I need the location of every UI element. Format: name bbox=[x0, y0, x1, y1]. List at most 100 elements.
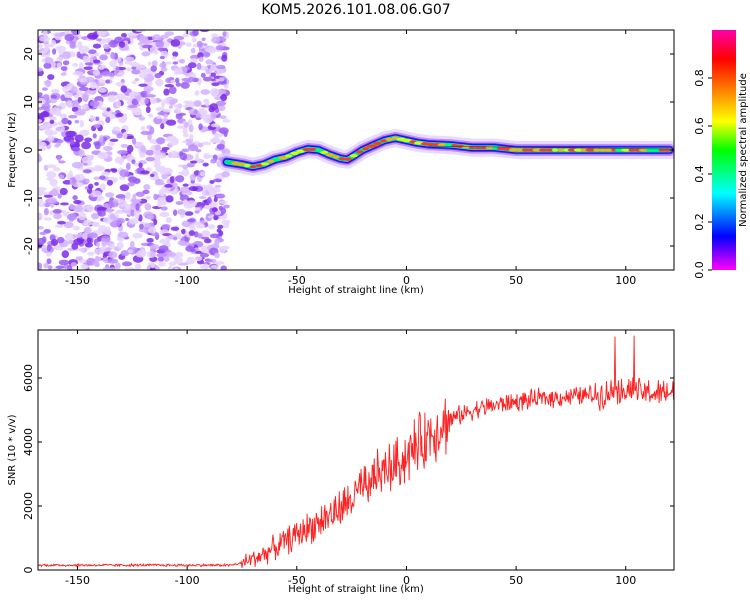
noise-speckle bbox=[61, 250, 70, 259]
noise-speckle bbox=[192, 30, 199, 37]
noise-speckle bbox=[140, 145, 146, 153]
noise-speckle bbox=[71, 161, 83, 169]
noise-speckle bbox=[169, 176, 175, 184]
noise-speckle bbox=[60, 72, 67, 76]
noise-speckle bbox=[80, 264, 89, 270]
noise-speckle bbox=[73, 199, 82, 205]
noise-speckle bbox=[77, 97, 83, 103]
noise-speckle bbox=[55, 265, 65, 270]
noise-speckle bbox=[38, 154, 42, 162]
noise-speckle bbox=[49, 116, 57, 121]
snr-panel: -150 -100 -50 0 50 100 0 2000 4000 6000 Height of… bbox=[7, 329, 675, 595]
noise-speckle bbox=[43, 194, 53, 198]
noise-speckle bbox=[44, 44, 49, 53]
noise-speckle bbox=[201, 188, 206, 197]
noise-speckle bbox=[83, 219, 92, 227]
noise-speckle bbox=[104, 51, 111, 55]
noise-speckle bbox=[216, 143, 225, 150]
noise-speckle bbox=[216, 64, 226, 70]
noise-speckle bbox=[97, 151, 109, 160]
noise-speckle bbox=[38, 189, 44, 197]
noise-speckle bbox=[221, 54, 228, 62]
noise-speckle bbox=[92, 43, 102, 49]
noise-speckle bbox=[142, 189, 150, 194]
noise-speckle bbox=[215, 193, 226, 199]
noise-speckle bbox=[149, 97, 157, 104]
snr-xtick-label: -50 bbox=[288, 574, 306, 587]
noise-speckle bbox=[214, 132, 219, 139]
noise-speckle bbox=[89, 100, 100, 107]
noise-speckle bbox=[63, 221, 74, 229]
noise-speckle bbox=[59, 113, 68, 120]
noise-speckle bbox=[109, 138, 119, 142]
noise-speckle bbox=[144, 97, 149, 105]
noise-speckle bbox=[188, 76, 194, 81]
noise-speckle bbox=[155, 78, 164, 87]
noise-speckle bbox=[131, 80, 137, 85]
ridge-peak bbox=[236, 162, 246, 166]
noise-speckle bbox=[120, 85, 128, 93]
noise-speckle bbox=[176, 125, 187, 129]
noise-speckle bbox=[78, 86, 89, 91]
ridge-peak bbox=[344, 157, 352, 161]
ridge-peak bbox=[538, 148, 548, 152]
noise-speckle bbox=[166, 119, 177, 126]
spectrogram-xlabel: Height of straight line (km) bbox=[288, 285, 424, 296]
noise-speckle bbox=[173, 35, 185, 41]
noise-speckle bbox=[216, 80, 227, 85]
noise-speckle bbox=[135, 192, 145, 197]
noise-speckle bbox=[140, 170, 150, 175]
noise-speckle bbox=[44, 79, 52, 88]
noise-speckle bbox=[99, 134, 104, 143]
noise-speckle bbox=[191, 187, 197, 192]
noise-speckle bbox=[156, 137, 166, 145]
ridge-peak bbox=[603, 148, 614, 152]
snr-frame bbox=[37, 329, 675, 571]
noise-speckle bbox=[147, 226, 157, 234]
noise-speckle bbox=[154, 265, 160, 270]
noise-speckle bbox=[126, 32, 138, 37]
ridge-peak bbox=[362, 147, 369, 151]
noise-speckle bbox=[67, 120, 72, 125]
spec-ytick-label: 0 bbox=[22, 147, 35, 154]
noise-speckle bbox=[157, 199, 163, 208]
noise-speckle bbox=[140, 126, 146, 131]
noise-speckle bbox=[174, 107, 181, 115]
ridge-peak bbox=[349, 154, 358, 158]
noise-speckle bbox=[91, 222, 96, 226]
noise-speckle bbox=[55, 45, 66, 52]
noise-speckle bbox=[118, 61, 124, 66]
noise-speckle bbox=[87, 32, 98, 40]
noise-speckle bbox=[126, 144, 134, 153]
noise-speckle bbox=[200, 89, 210, 95]
noise-speckle bbox=[182, 133, 189, 138]
noise-speckle bbox=[185, 245, 194, 252]
noise-speckle bbox=[102, 145, 113, 152]
noise-speckle bbox=[77, 41, 83, 50]
noise-speckle bbox=[214, 261, 225, 265]
noise-speckle bbox=[92, 69, 101, 76]
noise-speckle bbox=[152, 34, 162, 42]
noise-speckle bbox=[130, 91, 139, 96]
noise-speckle bbox=[68, 170, 73, 177]
noise-speckle bbox=[190, 160, 198, 164]
noise-speckle bbox=[143, 184, 151, 191]
noise-speckle bbox=[218, 200, 228, 204]
noise-speckle bbox=[198, 195, 207, 200]
noise-speckle bbox=[54, 108, 62, 117]
noise-speckle bbox=[127, 249, 134, 254]
noise-speckle bbox=[91, 212, 100, 220]
noise-speckle bbox=[64, 33, 75, 42]
noise-speckle bbox=[73, 238, 84, 245]
noise-speckle bbox=[157, 47, 168, 52]
noise-speckle bbox=[119, 169, 129, 178]
noise-speckle bbox=[191, 37, 197, 43]
ridge-center-line bbox=[428, 145, 670, 150]
noise-speckle bbox=[110, 52, 116, 59]
noise-speckle bbox=[173, 236, 178, 241]
ridge-peak bbox=[366, 144, 377, 148]
noise-speckle bbox=[181, 148, 190, 153]
noise-speckle bbox=[218, 205, 224, 211]
